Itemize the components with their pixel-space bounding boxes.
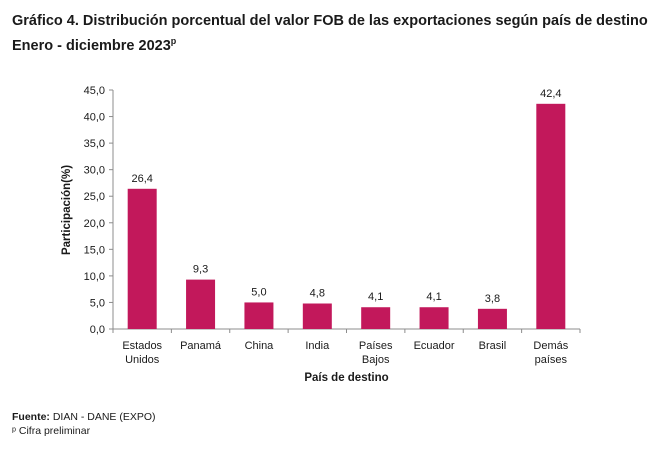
category-label: Panamá	[180, 340, 222, 352]
source-line: Fuente: DIAN - DANE (EXPO)	[12, 410, 156, 424]
category-label: Países Bajos	[359, 340, 393, 366]
category-label: Demás países	[533, 340, 568, 366]
title-line-2: Enero - diciembre 2023p	[12, 31, 648, 56]
y-tick-label: 35,0	[84, 138, 105, 150]
y-tick-label: 10,0	[84, 271, 105, 283]
category-label: Ecuador	[414, 340, 455, 352]
bar	[419, 307, 449, 329]
title-line-1: Gráfico 4. Distribución porcentual del v…	[12, 13, 648, 29]
source-note: Fuente: DIAN - DANE (EXPO) ᵖ Cifra preli…	[12, 410, 156, 438]
bar	[244, 302, 274, 329]
data-label: 42,4	[540, 88, 561, 100]
bar	[302, 303, 332, 329]
title-period: Enero - diciembre 2023	[12, 37, 171, 54]
y-axis-title: Participación(%)	[61, 165, 73, 255]
y-tick-label: 45,0	[84, 85, 105, 97]
category-label: China	[245, 340, 275, 352]
y-tick-label: 25,0	[84, 191, 105, 203]
data-label: 26,4	[131, 173, 152, 185]
y-tick-label: 40,0	[84, 112, 105, 124]
bar	[186, 279, 216, 329]
bar	[361, 307, 391, 329]
y-tick-label: 0,0	[90, 324, 105, 336]
y-tick-label: 15,0	[84, 244, 105, 256]
bar	[477, 308, 507, 329]
title-superscript: p	[170, 36, 177, 46]
data-label: 3,8	[485, 293, 500, 305]
source-text: DIAN - DANE (EXPO)	[52, 411, 156, 423]
source-label: Fuente:	[12, 411, 50, 423]
data-label: 4,1	[426, 291, 441, 303]
y-tick-label: 30,0	[84, 165, 105, 177]
bar	[127, 188, 157, 329]
footnote: ᵖ Cifra preliminar	[12, 425, 91, 437]
data-label: 4,8	[310, 288, 325, 300]
y-tick-label: 20,0	[84, 218, 105, 230]
data-label: 4,1	[368, 291, 383, 303]
category-label: Brasil	[479, 340, 507, 352]
data-label: 5,0	[251, 286, 266, 298]
y-tick-label: 5,0	[90, 297, 105, 309]
data-label: 9,3	[193, 264, 208, 276]
chart-title: Gráfico 4. Distribución porcentual del v…	[12, 11, 648, 56]
category-label: Estados Unidos	[122, 340, 162, 366]
bar-chart: 0,0 5,0 10,0 15,0 20,0 25,0 30,0 35,0 40,0 45,0 26…	[61, 85, 581, 384]
category-label: India	[305, 340, 330, 352]
x-axis-title: País de destino	[304, 372, 388, 384]
bar	[536, 103, 566, 329]
